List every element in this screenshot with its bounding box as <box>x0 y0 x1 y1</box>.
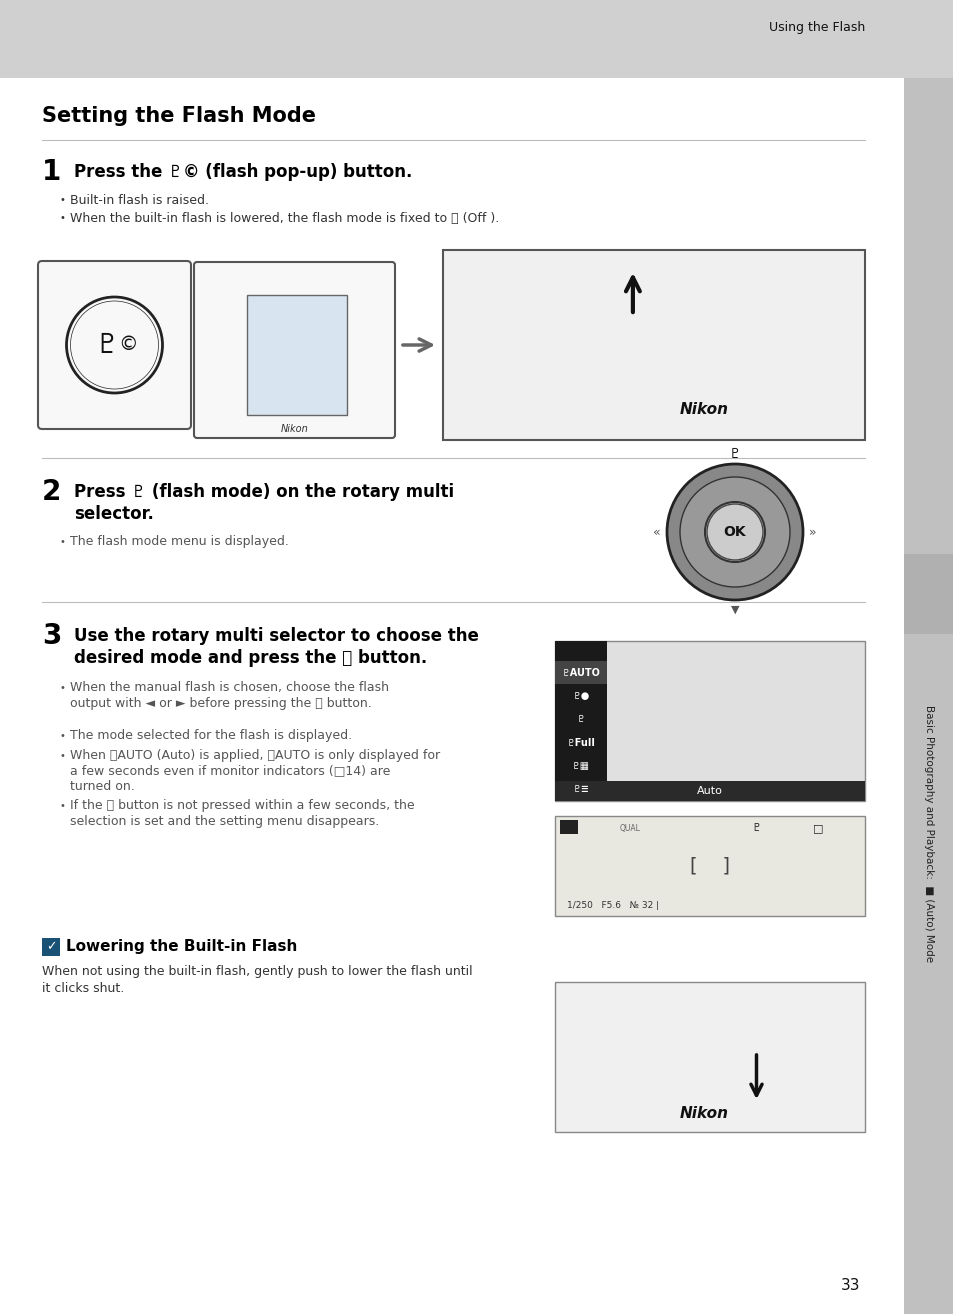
Text: Nikon: Nikon <box>679 1106 727 1122</box>
Text: OK: OK <box>723 526 745 539</box>
Text: •: • <box>60 213 66 223</box>
Bar <box>555 781 864 802</box>
Text: Setting the Flash Mode: Setting the Flash Mode <box>42 106 315 126</box>
Bar <box>903 78 953 1314</box>
Text: •: • <box>60 731 66 741</box>
Text: selector.: selector. <box>74 505 153 523</box>
Text: When not using the built-in flash, gently push to lower the flash until: When not using the built-in flash, gentl… <box>42 966 472 979</box>
Text: it clicks shut.: it clicks shut. <box>42 982 124 995</box>
Text: •: • <box>60 802 66 811</box>
Text: ♇AUTO: ♇AUTO <box>561 668 599 678</box>
Bar <box>559 820 578 834</box>
Text: •: • <box>60 683 66 692</box>
Text: 1: 1 <box>42 158 61 187</box>
Bar <box>555 641 606 781</box>
Text: a few seconds even if monitor indicators (□14) are: a few seconds even if monitor indicators… <box>70 765 390 778</box>
Text: «: « <box>653 526 660 539</box>
Text: ♇▦: ♇▦ <box>572 761 589 771</box>
Text: ♇: ♇ <box>94 331 119 359</box>
Text: selection is set and the setting menu disappears.: selection is set and the setting menu di… <box>70 815 379 828</box>
Text: ▼: ▼ <box>730 604 739 615</box>
Text: Press the ♇© (flash pop-up) button.: Press the ♇© (flash pop-up) button. <box>74 163 412 181</box>
Text: ♇≡: ♇≡ <box>572 784 589 795</box>
Text: Press ♇ (flash mode) on the rotary multi: Press ♇ (flash mode) on the rotary multi <box>74 484 454 501</box>
Text: •: • <box>60 537 66 547</box>
Bar <box>555 641 864 802</box>
Text: ♇●: ♇● <box>572 691 589 700</box>
Text: When the manual flash is chosen, choose the flash: When the manual flash is chosen, choose … <box>70 682 389 695</box>
Bar <box>903 555 953 633</box>
Text: The flash mode menu is displayed.: The flash mode menu is displayed. <box>70 536 289 548</box>
Text: Auto: Auto <box>697 786 722 796</box>
Bar <box>555 661 606 685</box>
Text: ♇: ♇ <box>728 447 740 461</box>
Text: When ⑇AUTO (Auto) is applied, ⑇AUTO is only displayed for: When ⑇AUTO (Auto) is applied, ⑇AUTO is o… <box>70 749 439 762</box>
Text: Nikon: Nikon <box>679 402 728 418</box>
Text: The mode selected for the flash is displayed.: The mode selected for the flash is displ… <box>70 729 352 742</box>
Text: output with ◄ or ► before pressing the ⓞ button.: output with ◄ or ► before pressing the ⓞ… <box>70 698 372 711</box>
Text: 2: 2 <box>42 478 61 506</box>
Text: ♇: ♇ <box>576 715 585 724</box>
Text: Basic Photography and Playback:  ■ (Auto) Mode: Basic Photography and Playback: ■ (Auto)… <box>923 706 933 963</box>
Text: »: » <box>808 526 816 539</box>
Text: ♇Full: ♇Full <box>566 737 595 748</box>
Text: •: • <box>60 752 66 761</box>
Text: Built-in flash is raised.: Built-in flash is raised. <box>70 193 209 206</box>
FancyBboxPatch shape <box>38 261 191 428</box>
Text: QUAL: QUAL <box>619 824 640 833</box>
Text: Use the rotary multi selector to choose the: Use the rotary multi selector to choose … <box>74 627 478 645</box>
Text: ♇: ♇ <box>751 823 760 833</box>
Text: Using the Flash: Using the Flash <box>768 21 864 34</box>
Bar <box>247 296 347 415</box>
Text: 33: 33 <box>840 1279 859 1293</box>
Text: □: □ <box>812 823 822 833</box>
Text: When the built-in flash is lowered, the flash mode is fixed to ⓩ (Off ).: When the built-in flash is lowered, the … <box>70 212 498 225</box>
Bar <box>42 938 60 957</box>
Circle shape <box>704 502 764 562</box>
Text: turned on.: turned on. <box>70 779 134 792</box>
Bar <box>555 816 864 916</box>
Text: If the ⓞ button is not pressed within a few seconds, the: If the ⓞ button is not pressed within a … <box>70 799 415 812</box>
Text: [    ]: [ ] <box>689 857 729 875</box>
Circle shape <box>666 464 802 600</box>
Bar <box>442 250 864 440</box>
Text: ✓: ✓ <box>46 941 56 954</box>
FancyBboxPatch shape <box>193 261 395 438</box>
Bar <box>0 0 953 78</box>
Text: Nikon: Nikon <box>280 424 308 434</box>
Text: Lowering the Built-in Flash: Lowering the Built-in Flash <box>66 938 297 954</box>
Text: •: • <box>60 194 66 205</box>
Text: ©: © <box>118 335 138 355</box>
Text: 3: 3 <box>42 622 61 650</box>
Text: 1/250   F5.6   № 32 |: 1/250 F5.6 № 32 | <box>566 901 659 911</box>
Circle shape <box>679 477 789 587</box>
Bar <box>555 982 864 1131</box>
Text: desired mode and press the ⓞ button.: desired mode and press the ⓞ button. <box>74 649 427 668</box>
